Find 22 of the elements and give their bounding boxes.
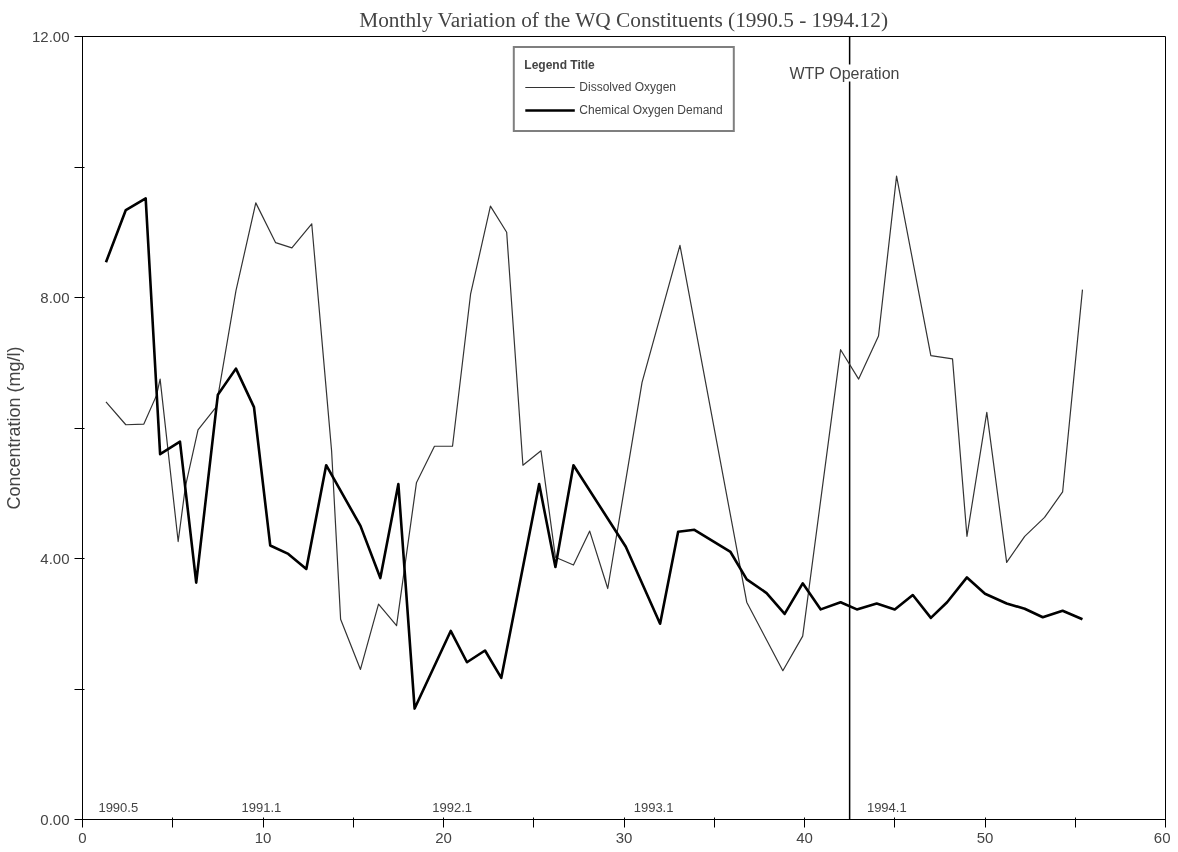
chart-title: Monthly Variation of the WQ Constituents (1990.5 - 1994.12) — [359, 7, 889, 32]
annotation: 1991.1 — [241, 799, 282, 815]
y-tick-label: 12.00 — [31, 27, 70, 45]
ref-line-label: WTP Operation — [789, 64, 900, 82]
x-tick-label: 60 — [1153, 828, 1171, 846]
annotation: 1992.1 — [432, 799, 473, 815]
annotation: 1993.1 — [633, 799, 674, 815]
x-tick-label: 0 — [78, 828, 87, 846]
legend-label: Chemical Oxygen Demand — [579, 103, 723, 117]
legend-title: Legend Title — [524, 58, 596, 72]
y-axis-title: Concentration (mg/l) — [3, 346, 24, 510]
y-tick-label: 0.00 — [40, 810, 70, 828]
annotation: 1994.1 — [866, 799, 907, 815]
x-tick-label: 40 — [796, 828, 813, 846]
y-tick-label: 4.00 — [40, 549, 70, 567]
x-tick-label: 10 — [254, 828, 272, 846]
x-tick-label: 50 — [976, 828, 994, 846]
x-tick-label: 20 — [435, 828, 452, 846]
legend-label: Dissolved Oxygen — [579, 80, 677, 94]
x-tick-label: 30 — [615, 828, 633, 846]
annotation: 1990.5 — [98, 799, 139, 815]
y-tick-label: 8.00 — [40, 288, 70, 306]
